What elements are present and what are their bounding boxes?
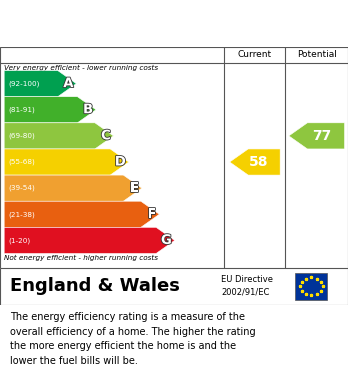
Polygon shape	[4, 123, 113, 149]
Text: (55-68): (55-68)	[8, 159, 35, 165]
Text: (21-38): (21-38)	[8, 211, 35, 217]
Polygon shape	[4, 227, 175, 253]
Bar	[295, 273, 327, 300]
Text: (69-80): (69-80)	[8, 133, 35, 139]
Polygon shape	[4, 149, 129, 175]
Text: C: C	[101, 129, 111, 142]
Text: A: A	[63, 77, 73, 90]
Polygon shape	[4, 201, 159, 227]
Polygon shape	[4, 175, 142, 201]
Text: (39-54): (39-54)	[8, 185, 35, 192]
Text: Current: Current	[238, 50, 272, 59]
Text: Potential: Potential	[297, 50, 337, 59]
Polygon shape	[289, 123, 345, 149]
Text: Very energy efficient - lower running costs: Very energy efficient - lower running co…	[4, 65, 158, 71]
Text: D: D	[115, 156, 126, 169]
Text: 58: 58	[248, 155, 268, 169]
Text: G: G	[161, 234, 172, 247]
Text: 77: 77	[312, 129, 332, 143]
Polygon shape	[4, 97, 96, 123]
Text: (92-100): (92-100)	[8, 81, 40, 87]
Text: E: E	[130, 182, 139, 195]
Text: Not energy efficient - higher running costs: Not energy efficient - higher running co…	[4, 255, 158, 261]
Text: B: B	[83, 103, 93, 116]
Polygon shape	[230, 149, 280, 175]
Text: The energy efficiency rating is a measure of the
overall efficiency of a home. T: The energy efficiency rating is a measur…	[10, 312, 256, 366]
Text: Energy Efficiency Rating: Energy Efficiency Rating	[10, 14, 239, 32]
Text: F: F	[148, 208, 157, 221]
Polygon shape	[4, 70, 76, 97]
Text: (81-91): (81-91)	[8, 106, 35, 113]
Text: EU Directive
2002/91/EC: EU Directive 2002/91/EC	[221, 275, 273, 296]
Text: England & Wales: England & Wales	[10, 277, 180, 296]
Text: (1-20): (1-20)	[8, 237, 31, 244]
